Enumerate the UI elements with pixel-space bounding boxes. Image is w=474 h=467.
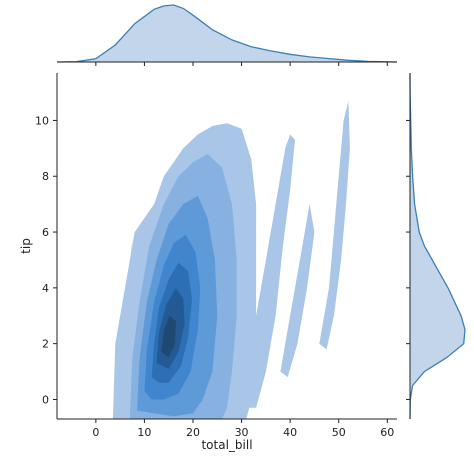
x-tick-label: 50 [332,426,346,439]
y-axis-label: tip [19,238,33,254]
marginal-y-line [409,72,466,420]
x-tick-label: 30 [235,426,249,439]
y-tick-label: 0 [42,393,49,406]
x-tick-label: 0 [92,426,99,439]
y-tick-label: 6 [42,226,49,239]
x-tick-label: 60 [380,426,394,439]
y-tick-label: 8 [42,170,49,183]
marginal-y-area [410,73,465,419]
marginal-y-kde [409,72,466,420]
y-ticks: 0 2 4 6 8 10 [35,114,410,406]
kde-contours [112,100,350,419]
kde-contour-level-1-4 [319,100,350,350]
marginal-x-area [57,5,397,62]
kde-contour-level-1-3 [280,204,315,378]
kde-contour-level-1-1 [120,240,133,386]
x-tick-label: 10 [137,426,151,439]
marginal-x-kde [56,4,398,63]
joint-kde-plot [112,100,350,419]
x-axis-label: total_bill [201,438,252,452]
y-tick-label: 4 [42,282,49,295]
marginal-x-line [56,4,398,63]
kde-contour-level-1-2 [231,134,295,408]
axes [56,61,411,420]
x-tick-label: 20 [186,426,200,439]
y-tick-label: 10 [35,114,49,127]
y-tick-label: 2 [42,338,49,351]
x-tick-label: 40 [283,426,297,439]
kde-contour-level-7-10 [161,315,176,358]
x-ticks: 0 10 20 30 40 50 60 [92,62,394,439]
